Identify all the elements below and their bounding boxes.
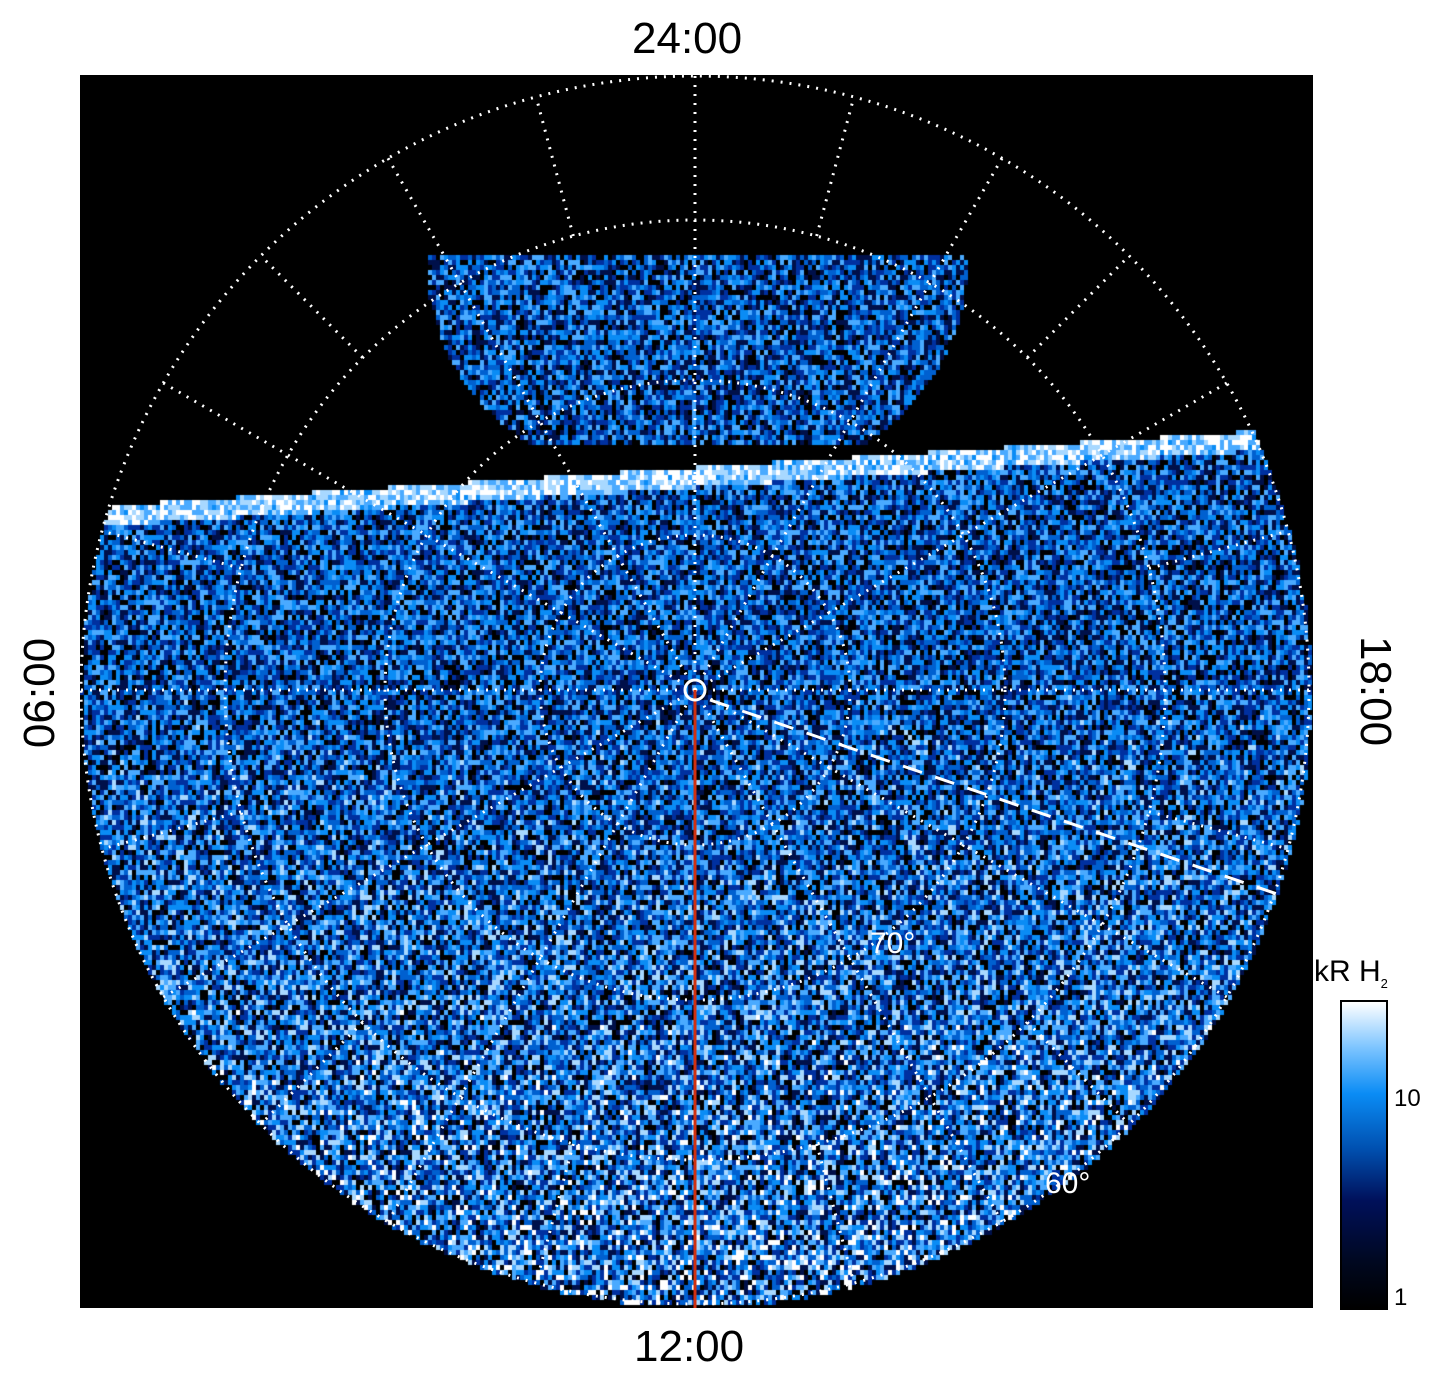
meridian-line: [163, 690, 695, 997]
meridian-line: [536, 1144, 573, 1283]
meridian-line: [388, 690, 695, 1222]
meridian-line: [1149, 812, 1288, 849]
meridian-line: [102, 812, 241, 849]
colorbar-tick-1: 1: [1394, 1284, 1407, 1312]
meridian-line: [261, 256, 363, 358]
polar-grid: [80, 75, 1313, 1308]
meridian-line: [536, 97, 573, 236]
dashed-reference-line: [710, 700, 1280, 895]
lat-label-70: 70°: [870, 927, 915, 961]
meridian-line: [817, 97, 854, 236]
meridian-line: [388, 158, 695, 690]
meridian-line: [1027, 1022, 1129, 1124]
colorbar: [1340, 1000, 1388, 1310]
meridian-line: [1027, 256, 1129, 358]
polar-auroral-map: 70° 60°: [80, 75, 1313, 1308]
meridian-line: [695, 690, 1002, 1222]
lt-label-top: 24:00: [632, 14, 742, 64]
lt-label-left: 06:00: [15, 623, 65, 763]
meridian-line: [695, 158, 1002, 690]
meridian-line: [817, 1144, 854, 1283]
meridian-line: [261, 1022, 363, 1124]
meridian-line: [1149, 531, 1288, 568]
meridian-line: [695, 383, 1227, 690]
lt-label-bottom: 12:00: [634, 1322, 744, 1372]
lat-label-60: 60°: [1045, 1167, 1090, 1201]
meridian-line: [102, 531, 241, 568]
lt-label-right: 18:00: [1350, 621, 1400, 761]
meridian-line: [695, 690, 1227, 997]
meridian-line: [163, 383, 695, 690]
colorbar-tick-10: 10: [1394, 1085, 1421, 1113]
colorbar-title: kR H2: [1314, 955, 1388, 991]
